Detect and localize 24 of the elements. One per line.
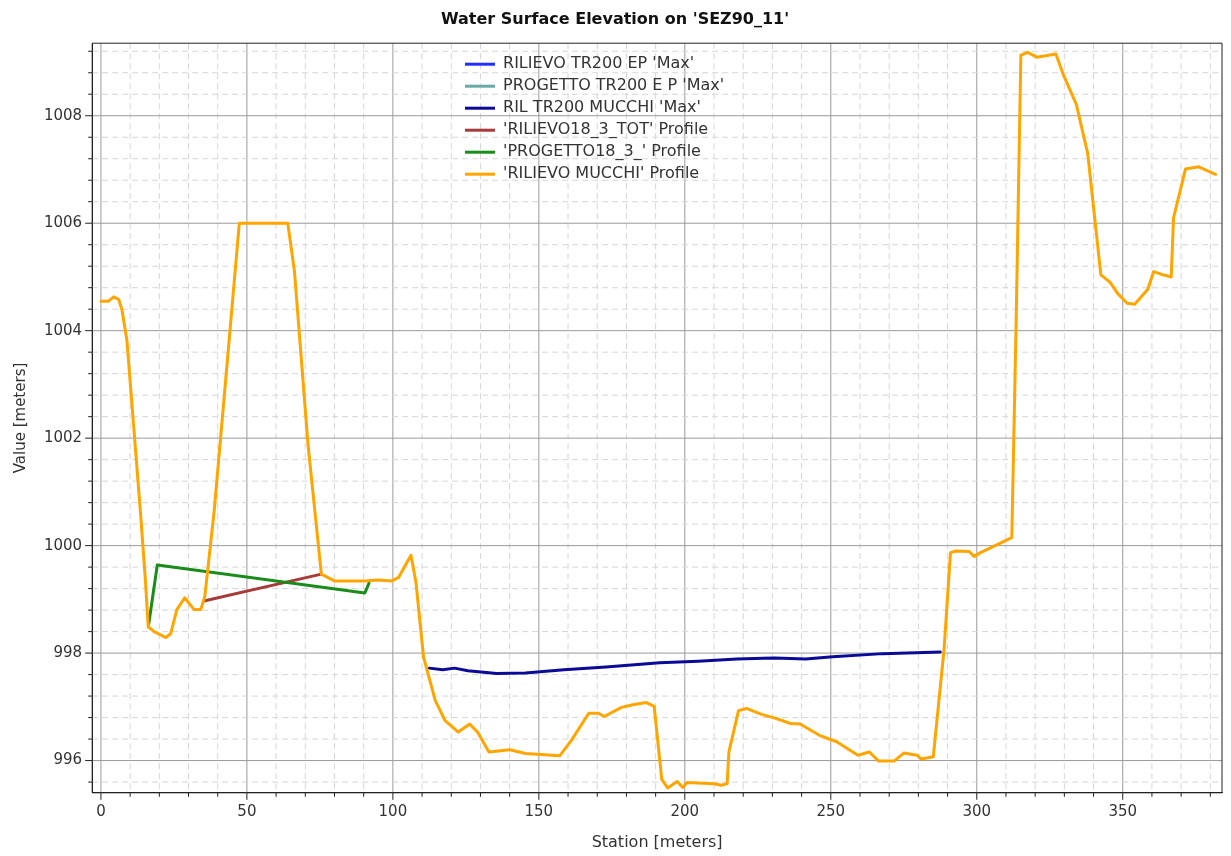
y-tick-label: 1000 [43,535,83,554]
legend-label: RIL TR200 MUCCHI 'Max' [503,97,701,117]
x-tick-label: 0 [96,801,106,820]
legend-label: RILIEVO TR200 EP 'Max' [503,53,695,73]
x-tick-label: 300 [962,801,992,820]
legend-label: 'RILIEVO MUCCHI' Profile [503,163,700,183]
y-tick-label: 1006 [43,213,83,232]
x-tick-label: 100 [378,801,408,820]
chart-title: Water Surface Elevation on 'SEZ90_11' [440,8,790,28]
y-tick-label: 996 [53,750,83,769]
y-tick-label: 998 [53,642,83,661]
x-axis-title: Station [meters] [591,831,723,851]
y-tick-label: 1004 [43,320,83,339]
y-tick-label: 1002 [43,428,83,447]
x-tick-label: 50 [237,801,257,820]
x-tick-label: 350 [1108,801,1138,820]
legend-label: 'RILIEVO18_3_TOT' Profile [503,119,709,140]
y-axis-title: Value [meters] [10,362,29,474]
x-tick-label: 200 [670,801,700,820]
x-tick-label: 150 [524,801,554,820]
legend-label: 'PROGETTO18_3_' Profile [503,141,701,162]
x-tick-label: 250 [816,801,846,820]
y-tick-label: 1008 [43,105,83,124]
legend-label: PROGETTO TR200 E P 'Max' [503,75,725,95]
